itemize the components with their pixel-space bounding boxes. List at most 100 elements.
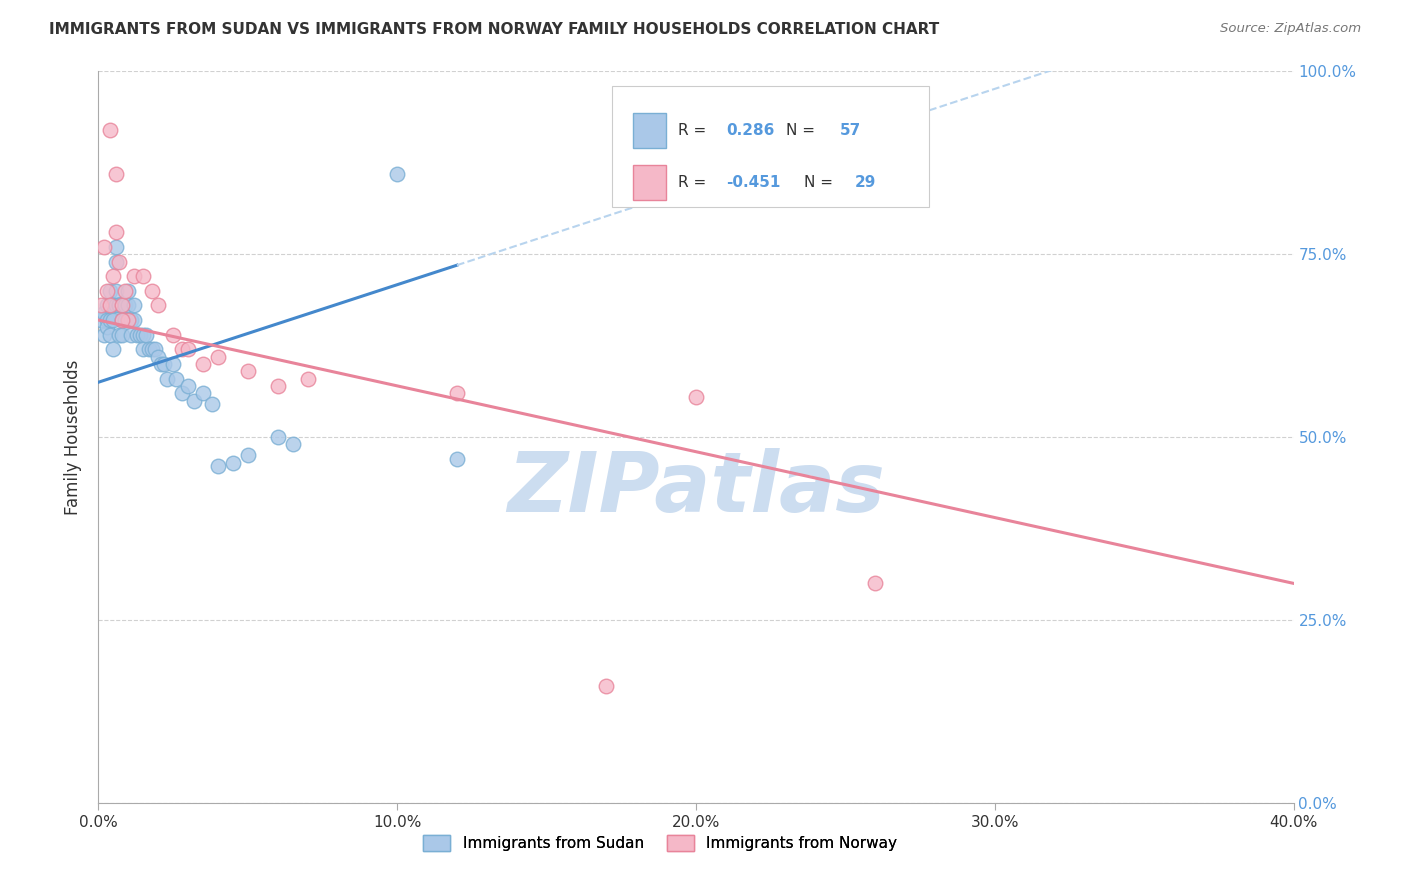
Point [177, 379, 200, 393]
Point [177, 343, 200, 357]
Text: IMMIGRANTS FROM SUDAN VS IMMIGRANTS FROM NORWAY FAMILY HOUSEHOLDS CORRELATION CH: IMMIGRANTS FROM SUDAN VS IMMIGRANTS FROM… [49, 22, 939, 37]
Point [148, 350, 170, 364]
Point [222, 456, 245, 470]
Point [90, 313, 112, 327]
Point [207, 459, 229, 474]
Point [108, 327, 131, 342]
Point [98, 313, 122, 327]
Point [267, 430, 290, 444]
Point [148, 298, 170, 312]
Point [105, 240, 128, 254]
FancyBboxPatch shape [633, 113, 666, 148]
Point [183, 393, 205, 408]
Point [141, 343, 163, 357]
Point [98, 327, 122, 342]
Point [124, 269, 146, 284]
Point [117, 284, 139, 298]
Point [111, 298, 134, 312]
Point [165, 371, 187, 385]
Text: Source: ZipAtlas.com: Source: ZipAtlas.com [1220, 22, 1361, 36]
Point [132, 269, 155, 284]
Point [108, 298, 131, 312]
Point [138, 343, 160, 357]
Point [191, 386, 214, 401]
Point [132, 327, 155, 342]
Point [120, 313, 142, 327]
Point [105, 167, 128, 181]
Point [117, 313, 139, 327]
Point [172, 386, 194, 401]
Point [105, 225, 128, 239]
Text: 0.286: 0.286 [725, 123, 775, 138]
Point [96, 298, 118, 312]
Text: R =: R = [678, 175, 711, 190]
Point [162, 357, 184, 371]
Text: R =: R = [678, 123, 711, 138]
Point [236, 448, 259, 462]
Point [98, 123, 122, 137]
Point [108, 298, 131, 312]
Point [135, 327, 157, 342]
Point [108, 254, 131, 268]
Point [141, 284, 163, 298]
Point [98, 298, 122, 312]
Point [103, 313, 125, 327]
FancyBboxPatch shape [613, 86, 929, 207]
Text: 57: 57 [839, 123, 860, 138]
Point [685, 390, 707, 404]
Point [96, 313, 118, 327]
Point [236, 364, 259, 378]
Point [150, 357, 173, 371]
Point [595, 679, 617, 693]
Point [111, 298, 134, 312]
Point [143, 343, 166, 357]
Point [117, 313, 139, 327]
Point [103, 343, 125, 357]
Point [385, 167, 409, 181]
Point [98, 284, 122, 298]
Point [120, 327, 142, 342]
Point [93, 327, 115, 342]
Point [114, 284, 136, 298]
Point [172, 343, 194, 357]
Point [124, 298, 146, 312]
Point [111, 327, 134, 342]
Point [111, 313, 134, 327]
Point [105, 284, 128, 298]
Text: -0.451: -0.451 [725, 175, 780, 190]
Legend: Immigrants from Sudan, Immigrants from Norway: Immigrants from Sudan, Immigrants from N… [416, 830, 904, 857]
Point [297, 371, 319, 385]
Point [127, 327, 149, 342]
Point [446, 452, 468, 467]
Point [114, 313, 136, 327]
Point [96, 284, 118, 298]
Text: N =: N = [786, 123, 820, 138]
Text: 29: 29 [855, 175, 876, 190]
Point [90, 298, 112, 312]
Point [103, 298, 125, 312]
Point [129, 327, 152, 342]
Point [103, 269, 125, 284]
Text: N =: N = [804, 175, 838, 190]
Point [105, 298, 128, 312]
Y-axis label: Family Households: Family Households [65, 359, 83, 515]
Point [267, 379, 290, 393]
Point [93, 240, 115, 254]
Point [281, 437, 304, 451]
FancyBboxPatch shape [633, 165, 666, 200]
Point [114, 298, 136, 312]
Point [865, 576, 887, 591]
Text: ZIPatlas: ZIPatlas [508, 448, 884, 529]
Point [111, 313, 134, 327]
Point [207, 350, 229, 364]
Point [191, 357, 214, 371]
Point [105, 254, 128, 268]
Point [132, 343, 155, 357]
Point [201, 397, 224, 411]
Point [162, 327, 184, 342]
Point [446, 386, 468, 401]
Point [93, 306, 115, 320]
Point [153, 357, 176, 371]
Point [124, 313, 146, 327]
Point [156, 371, 179, 385]
